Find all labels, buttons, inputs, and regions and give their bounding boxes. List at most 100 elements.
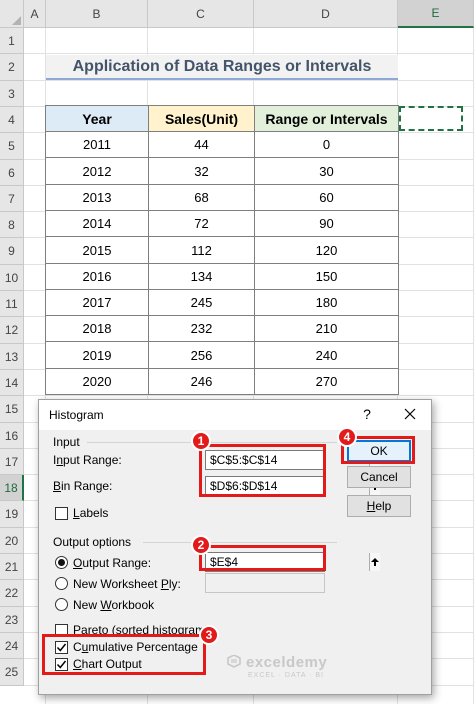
pareto-checkbox[interactable] <box>55 624 68 637</box>
row-header-14[interactable]: 14 <box>0 370 24 396</box>
copy-selection-outline <box>399 106 463 131</box>
row-header-13[interactable]: 13 <box>0 344 24 370</box>
input-range-field[interactable] <box>205 450 380 470</box>
group-divider <box>87 442 337 443</box>
column-header-b[interactable]: B <box>46 0 148 28</box>
row-header-9[interactable]: 9 <box>0 238 24 265</box>
labels-label: Labels <box>73 506 109 520</box>
chart-output-checkbox[interactable] <box>55 658 68 671</box>
row-header-10[interactable]: 10 <box>0 265 24 291</box>
labels-checkbox[interactable] <box>55 507 68 520</box>
table-cell-year[interactable]: 2015 <box>45 236 149 264</box>
input-range-label: Input Range: <box>53 453 122 467</box>
column-header-label: E <box>431 6 440 20</box>
table-cell-year[interactable]: 2019 <box>45 341 149 369</box>
row-header-7[interactable]: 7 <box>0 186 24 212</box>
row-header-6[interactable]: 6 <box>0 160 24 186</box>
table-cell-range[interactable]: 60 <box>254 184 399 211</box>
table-cell-range[interactable]: 120 <box>254 236 399 264</box>
column-header-e[interactable]: E <box>398 0 474 28</box>
table-cell-sales[interactable]: 44 <box>148 131 255 158</box>
table-cell-sales[interactable]: 246 <box>148 368 255 395</box>
row-header-11[interactable]: 11 <box>0 291 24 317</box>
watermark-name: exceldemy <box>246 654 328 671</box>
bin-range-label: Bin Range: <box>53 479 113 493</box>
row-header-15[interactable]: 15 <box>0 396 24 423</box>
table-cell-range[interactable]: 270 <box>254 368 399 395</box>
row-header-25[interactable]: 25 <box>0 659 24 686</box>
step-badge-4: 4 <box>337 427 357 447</box>
bin-range-field[interactable] <box>205 476 380 496</box>
table-cell-sales[interactable]: 232 <box>148 315 255 342</box>
output-range-field[interactable] <box>205 552 380 572</box>
column-header-d[interactable]: D <box>254 0 398 28</box>
row-header-22[interactable]: 22 <box>0 580 24 607</box>
select-all-corner[interactable] <box>0 0 24 28</box>
table-cell-sales[interactable]: 256 <box>148 341 255 369</box>
row-header-16[interactable]: 16 <box>0 423 24 449</box>
table-header-range[interactable]: Range or Intervals <box>254 105 399 132</box>
table-cell-sales[interactable]: 112 <box>148 236 255 264</box>
table-cell-year[interactable]: 2017 <box>45 289 149 316</box>
output-range-input[interactable] <box>206 553 369 571</box>
new-worksheet-ply-field[interactable] <box>205 573 325 593</box>
chart-output-label: Chart Output <box>73 657 142 671</box>
output-range-radio[interactable] <box>55 556 68 569</box>
row-header-5[interactable]: 5 <box>0 133 24 160</box>
table-cell-sales[interactable]: 32 <box>148 157 255 185</box>
input-range-input[interactable] <box>206 451 369 469</box>
exceldemy-watermark: exceldemy EXCEL · DATA · BI <box>226 654 328 679</box>
row-header-20[interactable]: 20 <box>0 528 24 554</box>
table-cell-year[interactable]: 2012 <box>45 157 149 185</box>
watermark-tagline: EXCEL · DATA · BI <box>248 672 324 679</box>
column-header-c[interactable]: C <box>148 0 254 28</box>
table-cell-range[interactable]: 0 <box>254 131 399 158</box>
table-header-sales[interactable]: Sales(Unit) <box>148 105 255 132</box>
table-cell-year[interactable]: 2014 <box>45 210 149 237</box>
table-cell-sales[interactable]: 68 <box>148 184 255 211</box>
input-group-label: Input <box>53 435 80 449</box>
table-cell-range[interactable]: 210 <box>254 315 399 342</box>
row-header-17[interactable]: 17 <box>0 449 24 475</box>
row-header-19[interactable]: 19 <box>0 501 24 528</box>
row-header-12[interactable]: 12 <box>0 317 24 344</box>
row-header-21[interactable]: 21 <box>0 554 24 580</box>
row-header-18[interactable]: 18 <box>0 475 24 501</box>
dialog-titlebar[interactable]: Histogram ? <box>39 400 431 430</box>
row-header-23[interactable]: 23 <box>0 607 24 633</box>
table-cell-year[interactable]: 2018 <box>45 315 149 342</box>
row-header-2[interactable]: 2 <box>0 54 24 81</box>
new-worksheet-ply-radio[interactable] <box>55 577 68 590</box>
table-cell-year[interactable]: 2011 <box>45 131 149 158</box>
row-header-1[interactable]: 1 <box>0 28 24 54</box>
cancel-button[interactable]: Cancel <box>347 466 411 488</box>
table-cell-range[interactable]: 240 <box>254 341 399 369</box>
ok-button[interactable]: OK <box>347 440 411 462</box>
table-cell-sales[interactable]: 72 <box>148 210 255 237</box>
table-cell-range[interactable]: 180 <box>254 289 399 316</box>
collapse-dialog-icon[interactable] <box>369 553 380 571</box>
table-cell-range[interactable]: 150 <box>254 263 399 290</box>
table-cell-year[interactable]: 2013 <box>45 184 149 211</box>
table-cell-range[interactable]: 30 <box>254 157 399 185</box>
table-cell-range[interactable]: 90 <box>254 210 399 237</box>
table-cell-sales[interactable]: 245 <box>148 289 255 316</box>
table-cell-year[interactable]: 2020 <box>45 368 149 395</box>
table-cell-year[interactable]: 2016 <box>45 263 149 290</box>
cumulative-percentage-checkbox[interactable] <box>55 641 68 654</box>
checkmark-icon <box>56 643 67 652</box>
row-header-4[interactable]: 4 <box>0 107 24 133</box>
row-header-3[interactable]: 3 <box>0 81 24 107</box>
table-header-year[interactable]: Year <box>45 105 149 132</box>
row-header-8[interactable]: 8 <box>0 212 24 238</box>
help-icon[interactable]: ? <box>363 406 371 422</box>
histogram-dialog: Histogram ? Input Input Range: Bin Range… <box>38 399 432 695</box>
new-workbook-radio[interactable] <box>55 598 68 611</box>
row-header-24[interactable]: 24 <box>0 633 24 659</box>
bin-range-input[interactable] <box>206 477 369 495</box>
column-header-a[interactable]: A <box>24 0 46 28</box>
table-cell-sales[interactable]: 134 <box>148 263 255 290</box>
close-icon[interactable] <box>399 404 421 424</box>
